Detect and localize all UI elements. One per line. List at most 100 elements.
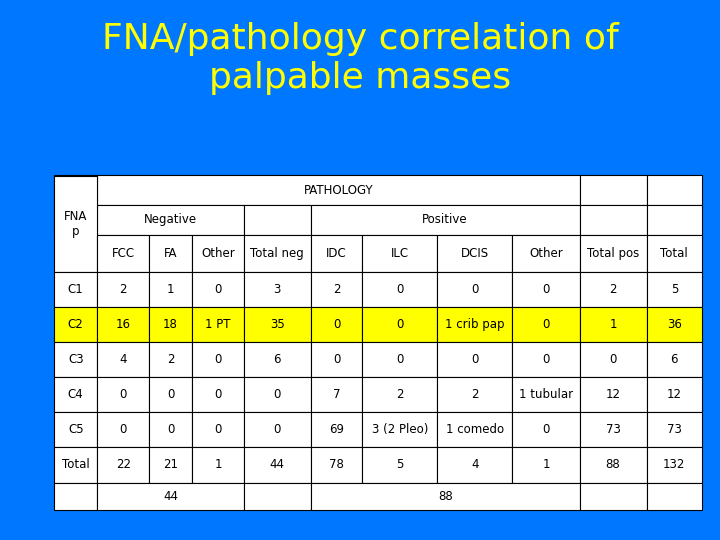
Text: 2: 2	[609, 283, 617, 296]
Text: C5: C5	[68, 423, 84, 436]
Bar	[647, 483, 702, 510]
Bar	[97, 412, 149, 448]
Bar	[362, 377, 437, 412]
Text: FNA/pathology correlation of
palpable masses: FNA/pathology correlation of palpable ma…	[102, 22, 618, 95]
Bar	[149, 412, 192, 448]
Bar	[149, 448, 192, 483]
Bar	[54, 272, 97, 307]
Bar	[362, 235, 437, 272]
Bar	[97, 377, 149, 412]
Text: 4: 4	[120, 353, 127, 366]
Bar	[311, 483, 580, 510]
Bar	[437, 307, 513, 342]
Text: 132: 132	[663, 458, 685, 471]
Bar	[97, 448, 149, 483]
Bar	[192, 272, 243, 307]
Bar	[362, 412, 437, 448]
Text: 0: 0	[274, 388, 281, 401]
Bar	[54, 342, 97, 377]
Text: 0: 0	[215, 353, 222, 366]
Bar	[647, 176, 702, 205]
Text: C3: C3	[68, 353, 84, 366]
Text: 0: 0	[542, 318, 549, 331]
Bar	[192, 412, 243, 448]
Bar	[437, 342, 513, 377]
Bar	[149, 307, 192, 342]
Text: Negative: Negative	[144, 213, 197, 226]
Text: 73: 73	[606, 423, 621, 436]
Bar	[243, 205, 311, 235]
Text: 2: 2	[396, 388, 403, 401]
Text: 1 tubular: 1 tubular	[519, 388, 573, 401]
Text: 2: 2	[167, 353, 174, 366]
Text: 2: 2	[333, 283, 341, 296]
Text: 1: 1	[609, 318, 617, 331]
Bar	[243, 342, 311, 377]
Bar	[311, 342, 362, 377]
Bar	[54, 448, 97, 483]
Text: Total: Total	[62, 458, 89, 471]
Bar	[149, 377, 192, 412]
Text: Total pos: Total pos	[587, 247, 639, 260]
Text: 0: 0	[471, 283, 479, 296]
Bar	[243, 377, 311, 412]
Bar	[54, 176, 97, 205]
Bar	[437, 272, 513, 307]
Bar	[580, 272, 647, 307]
Bar	[54, 377, 97, 412]
Text: 5: 5	[670, 283, 678, 296]
Text: 1 PT: 1 PT	[205, 318, 230, 331]
Text: 0: 0	[542, 283, 549, 296]
Text: IDC: IDC	[326, 247, 347, 260]
Text: 88: 88	[606, 458, 621, 471]
Text: FCC: FCC	[112, 247, 135, 260]
Bar	[54, 176, 97, 272]
Text: 0: 0	[396, 353, 403, 366]
Bar	[580, 483, 647, 510]
Text: 0: 0	[167, 423, 174, 436]
Bar	[362, 448, 437, 483]
Bar	[647, 377, 702, 412]
Bar	[580, 205, 647, 235]
Bar	[647, 272, 702, 307]
Text: 0: 0	[471, 353, 479, 366]
Bar	[513, 448, 580, 483]
Text: 0: 0	[396, 318, 403, 331]
Text: 6: 6	[670, 353, 678, 366]
Bar	[311, 412, 362, 448]
Text: Other: Other	[201, 247, 235, 260]
Bar	[97, 307, 149, 342]
Bar	[97, 272, 149, 307]
Bar	[513, 235, 580, 272]
Text: 18: 18	[163, 318, 178, 331]
Text: 1: 1	[167, 283, 174, 296]
Text: 3 (2 Pleo): 3 (2 Pleo)	[372, 423, 428, 436]
Text: 12: 12	[667, 388, 682, 401]
Bar	[580, 307, 647, 342]
Bar	[149, 272, 192, 307]
Bar	[580, 448, 647, 483]
Text: Total: Total	[660, 247, 688, 260]
Text: C4: C4	[68, 388, 84, 401]
Text: FNA
p: FNA p	[64, 210, 87, 238]
Bar	[513, 342, 580, 377]
Text: 2: 2	[120, 283, 127, 296]
Bar	[580, 235, 647, 272]
Bar	[192, 377, 243, 412]
Text: ILC: ILC	[391, 247, 409, 260]
Bar	[647, 342, 702, 377]
Bar	[243, 412, 311, 448]
Text: 44: 44	[163, 490, 178, 503]
Text: 0: 0	[120, 423, 127, 436]
Text: PATHOLOGY: PATHOLOGY	[304, 184, 373, 197]
Text: 0: 0	[215, 423, 222, 436]
Bar	[513, 377, 580, 412]
Text: 36: 36	[667, 318, 682, 331]
Text: 1: 1	[215, 458, 222, 471]
Bar	[54, 205, 97, 235]
Text: 78: 78	[329, 458, 344, 471]
Bar	[647, 412, 702, 448]
Bar	[311, 448, 362, 483]
Text: 6: 6	[274, 353, 281, 366]
Bar	[580, 412, 647, 448]
